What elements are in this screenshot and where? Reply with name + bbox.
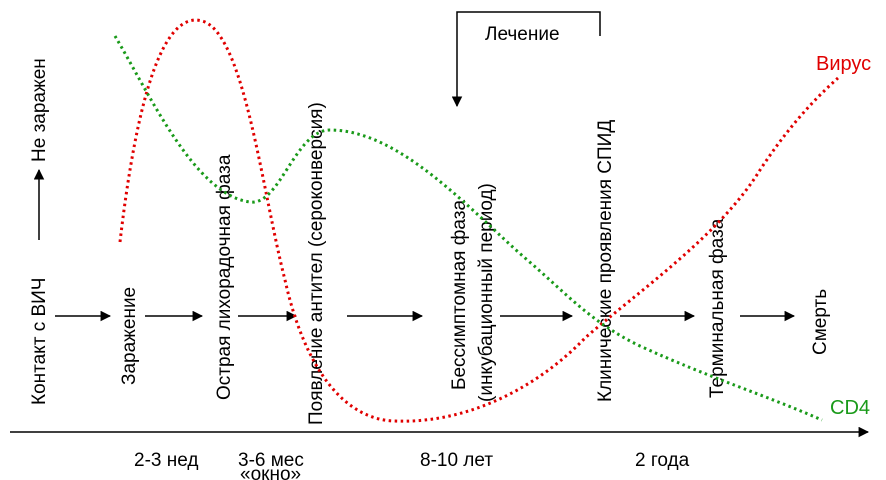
time-label-window: «окно» (240, 464, 301, 480)
stage-label-infection: Заражение (119, 287, 140, 385)
virus-label: Вирус (816, 53, 871, 75)
stage-label-contact: Контакт с ВИЧ (29, 278, 50, 405)
time-label-2-3-weeks: 2-3 нед (134, 450, 198, 471)
stage-label-asymptomatic: Бессимптомная фаза (449, 200, 470, 390)
stage-label-aids: Клинические проявления СПИД (595, 120, 616, 402)
stage-label-terminal: Терминальная фаза (707, 218, 728, 398)
time-label-2-years: 2 года (635, 450, 690, 471)
cd4-label: CD4 (830, 397, 870, 419)
not-infected-label: Не заражен (29, 58, 50, 162)
stage-label-seroconversion: Появление антител (сероконверсия) (306, 102, 327, 425)
time-label-8-10-years: 8-10 лет (420, 450, 493, 471)
stage-label-incubation: (инкубационный период) (476, 183, 497, 402)
treatment-bracket (451, 11, 601, 108)
stage-label-acute-phase: Острая лихорадочная фаза (214, 154, 235, 400)
stage-label-death: Смерть (810, 289, 831, 355)
treatment-label: Лечение (485, 24, 560, 45)
cd4-curve (113, 35, 823, 422)
time-label-3-6-months: 3-6 мес (238, 450, 304, 471)
